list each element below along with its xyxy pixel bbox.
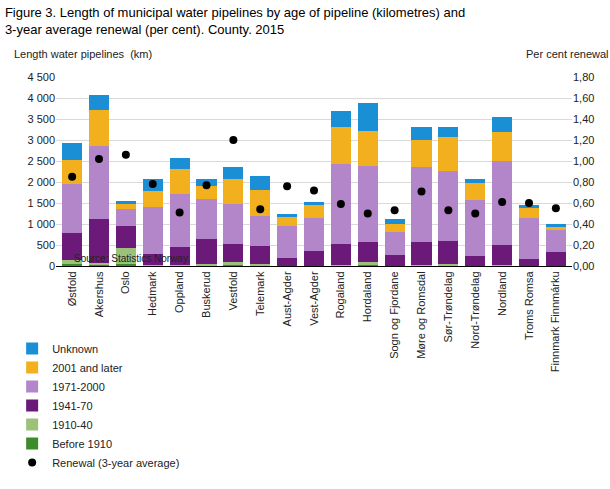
svg-text:Renewal (3-year average): Renewal (3-year average) <box>52 457 179 469</box>
svg-text:Sør-Trøndelag: Sør-Trøndelag <box>442 271 454 342</box>
svg-text:Finnmark Finnmárku: Finnmark Finnmárku <box>549 271 561 372</box>
svg-text:Nord-Trøndelag: Nord-Trøndelag <box>469 271 481 348</box>
svg-text:Hedmark: Hedmark <box>146 271 158 316</box>
svg-text:Source: Statistics Norway.: Source: Statistics Norway. <box>74 253 190 264</box>
svg-text:0,80: 0,80 <box>573 176 594 188</box>
svg-text:Vestfold: Vestfold <box>227 271 239 310</box>
svg-text:Sogn og Fjordane: Sogn og Fjordane <box>388 271 400 358</box>
svg-text:Per cent renewal: Per cent renewal <box>526 48 609 60</box>
svg-text:4 000: 4 000 <box>27 92 55 104</box>
svg-text:Length water pipelines (km): Length water pipelines (km) <box>14 48 152 60</box>
svg-text:Buskerud: Buskerud <box>200 271 212 317</box>
svg-text:0: 0 <box>49 260 55 272</box>
svg-text:1971-2000: 1971-2000 <box>52 381 105 393</box>
svg-text:Østfold: Østfold <box>66 271 78 306</box>
svg-text:1,80: 1,80 <box>573 71 594 83</box>
svg-text:1 500: 1 500 <box>27 197 55 209</box>
svg-text:1,60: 1,60 <box>573 92 594 104</box>
svg-text:Aust-Agder: Aust-Agder <box>281 271 293 326</box>
svg-text:Before 1910: Before 1910 <box>52 438 112 450</box>
svg-text:Akershus: Akershus <box>93 271 105 317</box>
svg-text:Møre og Romsdal: Møre og Romsdal <box>415 271 427 358</box>
svg-text:1,40: 1,40 <box>573 113 594 125</box>
svg-text:0,60: 0,60 <box>573 197 594 209</box>
svg-text:500: 500 <box>37 239 55 251</box>
svg-text:0,20: 0,20 <box>573 239 594 251</box>
svg-text:1910-40: 1910-40 <box>52 419 92 431</box>
svg-text:Rogaland: Rogaland <box>334 271 346 318</box>
svg-text:Hordaland: Hordaland <box>361 271 373 322</box>
svg-text:Vest-Agder: Vest-Agder <box>308 271 320 326</box>
svg-text:1,00: 1,00 <box>573 155 594 167</box>
svg-text:Figure 3. Length of municipal: Figure 3. Length of municipal water pipe… <box>5 5 465 37</box>
svg-text:3 500: 3 500 <box>27 113 55 125</box>
svg-text:Nordland: Nordland <box>496 271 508 316</box>
svg-text:2 000: 2 000 <box>27 176 55 188</box>
svg-text:3 000: 3 000 <box>27 134 55 146</box>
svg-text:2001 and later: 2001 and later <box>52 362 123 374</box>
svg-text:Oppland: Oppland <box>173 271 185 313</box>
svg-text:Oslo: Oslo <box>119 271 131 294</box>
svg-text:0,40: 0,40 <box>573 218 594 230</box>
svg-text:1,20: 1,20 <box>573 134 594 146</box>
svg-text:Telemark: Telemark <box>254 271 266 316</box>
svg-text:2 500: 2 500 <box>27 155 55 167</box>
svg-text:1 000: 1 000 <box>27 218 55 230</box>
svg-text:Unknown: Unknown <box>52 343 98 355</box>
svg-text:0,00: 0,00 <box>573 260 594 272</box>
svg-text:Troms Romsa: Troms Romsa <box>523 271 535 341</box>
svg-text:4 500: 4 500 <box>27 71 55 83</box>
svg-text:1941-70: 1941-70 <box>52 400 92 412</box>
